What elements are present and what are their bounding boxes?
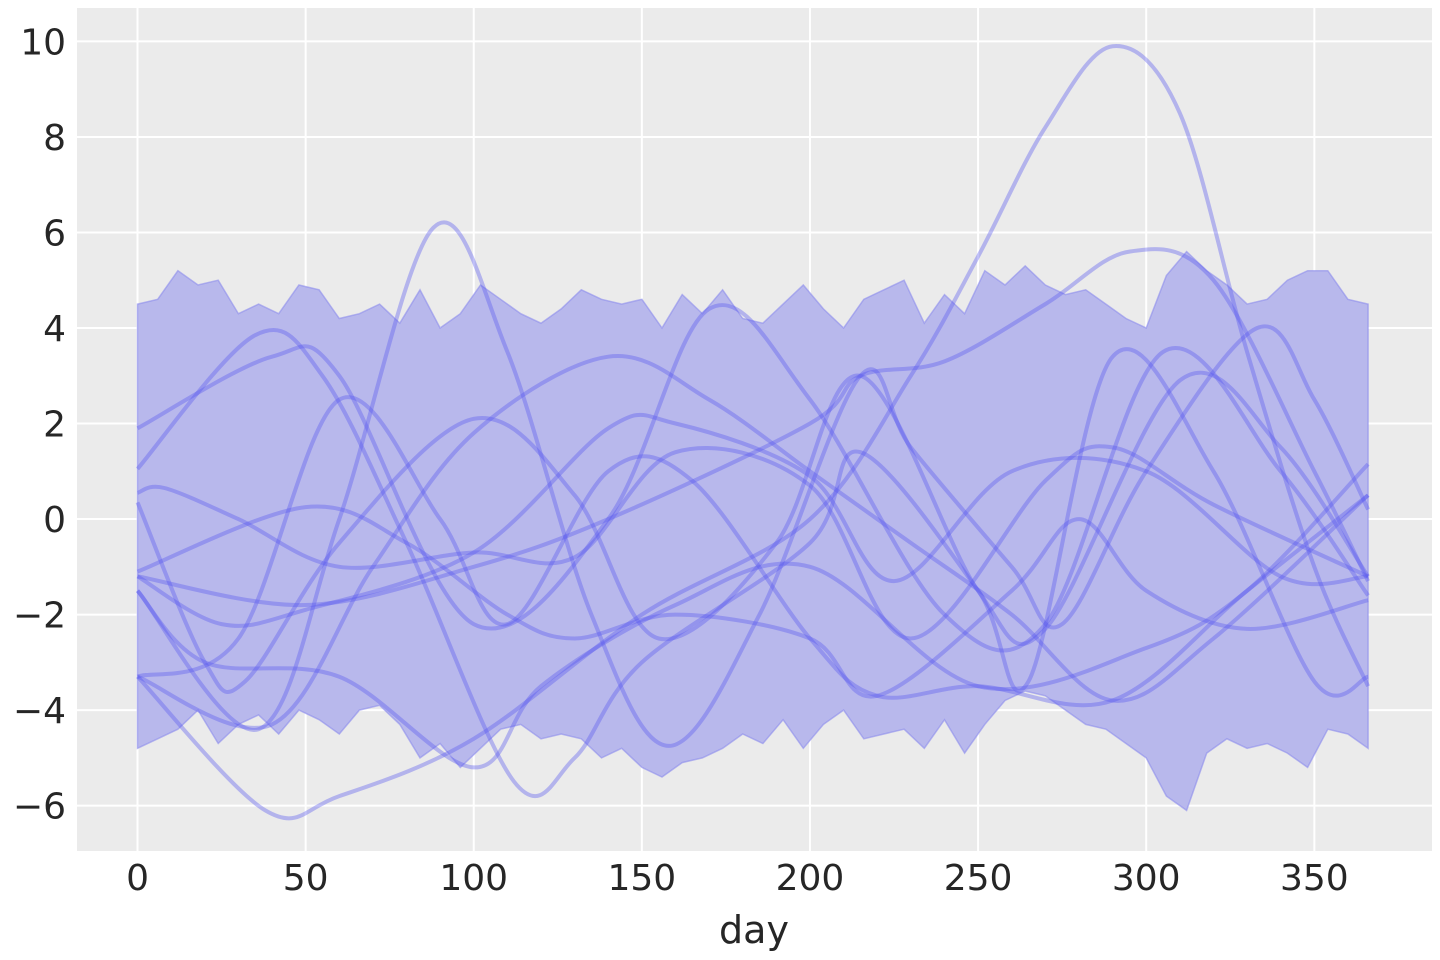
x-tick-label: 250 — [944, 858, 1013, 899]
x-tick-label: 300 — [1112, 858, 1181, 899]
y-tick-label: 2 — [43, 405, 66, 446]
line-sample-3 — [136, 303, 1370, 653]
line-sample-10 — [136, 462, 1370, 770]
y-tick-label: 6 — [43, 213, 66, 254]
sample-lines — [135, 44, 1370, 821]
x-axis-ticks: 0 50 100 150 200 250 300 350 — [126, 858, 1349, 899]
y-tick-label: −6 — [13, 787, 66, 828]
line-sample-6 — [135, 370, 1370, 694]
uncertainty-band — [136, 250, 1369, 812]
x-tick-label: 150 — [608, 858, 677, 899]
line-sample-5 — [136, 444, 1369, 641]
y-axis-ticks: −6 −4 −2 0 2 4 6 8 10 — [13, 22, 66, 827]
x-tick-label: 50 — [283, 858, 329, 899]
line-sample-11 — [137, 247, 1370, 608]
band-area — [136, 250, 1369, 812]
y-tick-label: 10 — [20, 22, 66, 63]
line-sample-4 — [136, 328, 1369, 799]
x-tick-label: 100 — [439, 858, 508, 899]
line-sample-9 — [136, 395, 1370, 708]
y-tick-label: −4 — [13, 691, 66, 732]
line-sample-12 — [136, 354, 1370, 730]
y-tick-label: 0 — [43, 500, 66, 541]
x-tick-label: 0 — [126, 858, 149, 899]
x-tick-label: 350 — [1280, 858, 1349, 899]
y-tick-label: −2 — [13, 596, 66, 637]
line-sample-2 — [136, 220, 1370, 748]
y-tick-label: 4 — [43, 309, 66, 350]
x-tick-label: 200 — [776, 858, 845, 899]
line-sample-1 — [136, 44, 1370, 821]
line-sample-8 — [136, 504, 1369, 699]
y-tick-label: 8 — [43, 118, 66, 159]
line-sample-7 — [136, 412, 1369, 628]
x-axis-label: day — [719, 908, 789, 952]
